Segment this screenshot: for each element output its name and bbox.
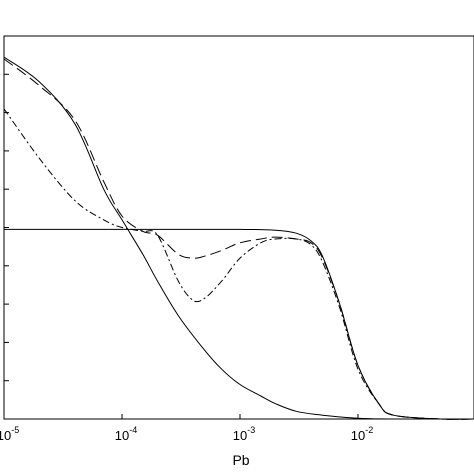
x-tick-label-1: 10-5 bbox=[0, 425, 19, 443]
tick-layer: 10-5 10-4 10-3 10-2 bbox=[0, 73, 373, 443]
x-axis-title: Pb bbox=[232, 452, 249, 468]
x-tick-label-2: 10-4 bbox=[115, 425, 137, 443]
plot-area bbox=[3, 35, 474, 420]
series-line-4 bbox=[4, 228, 474, 420]
series-line-2 bbox=[3, 108, 474, 420]
x-tick-label-4: 10-2 bbox=[351, 425, 373, 443]
x-tick-label-3: 10-3 bbox=[233, 425, 255, 443]
